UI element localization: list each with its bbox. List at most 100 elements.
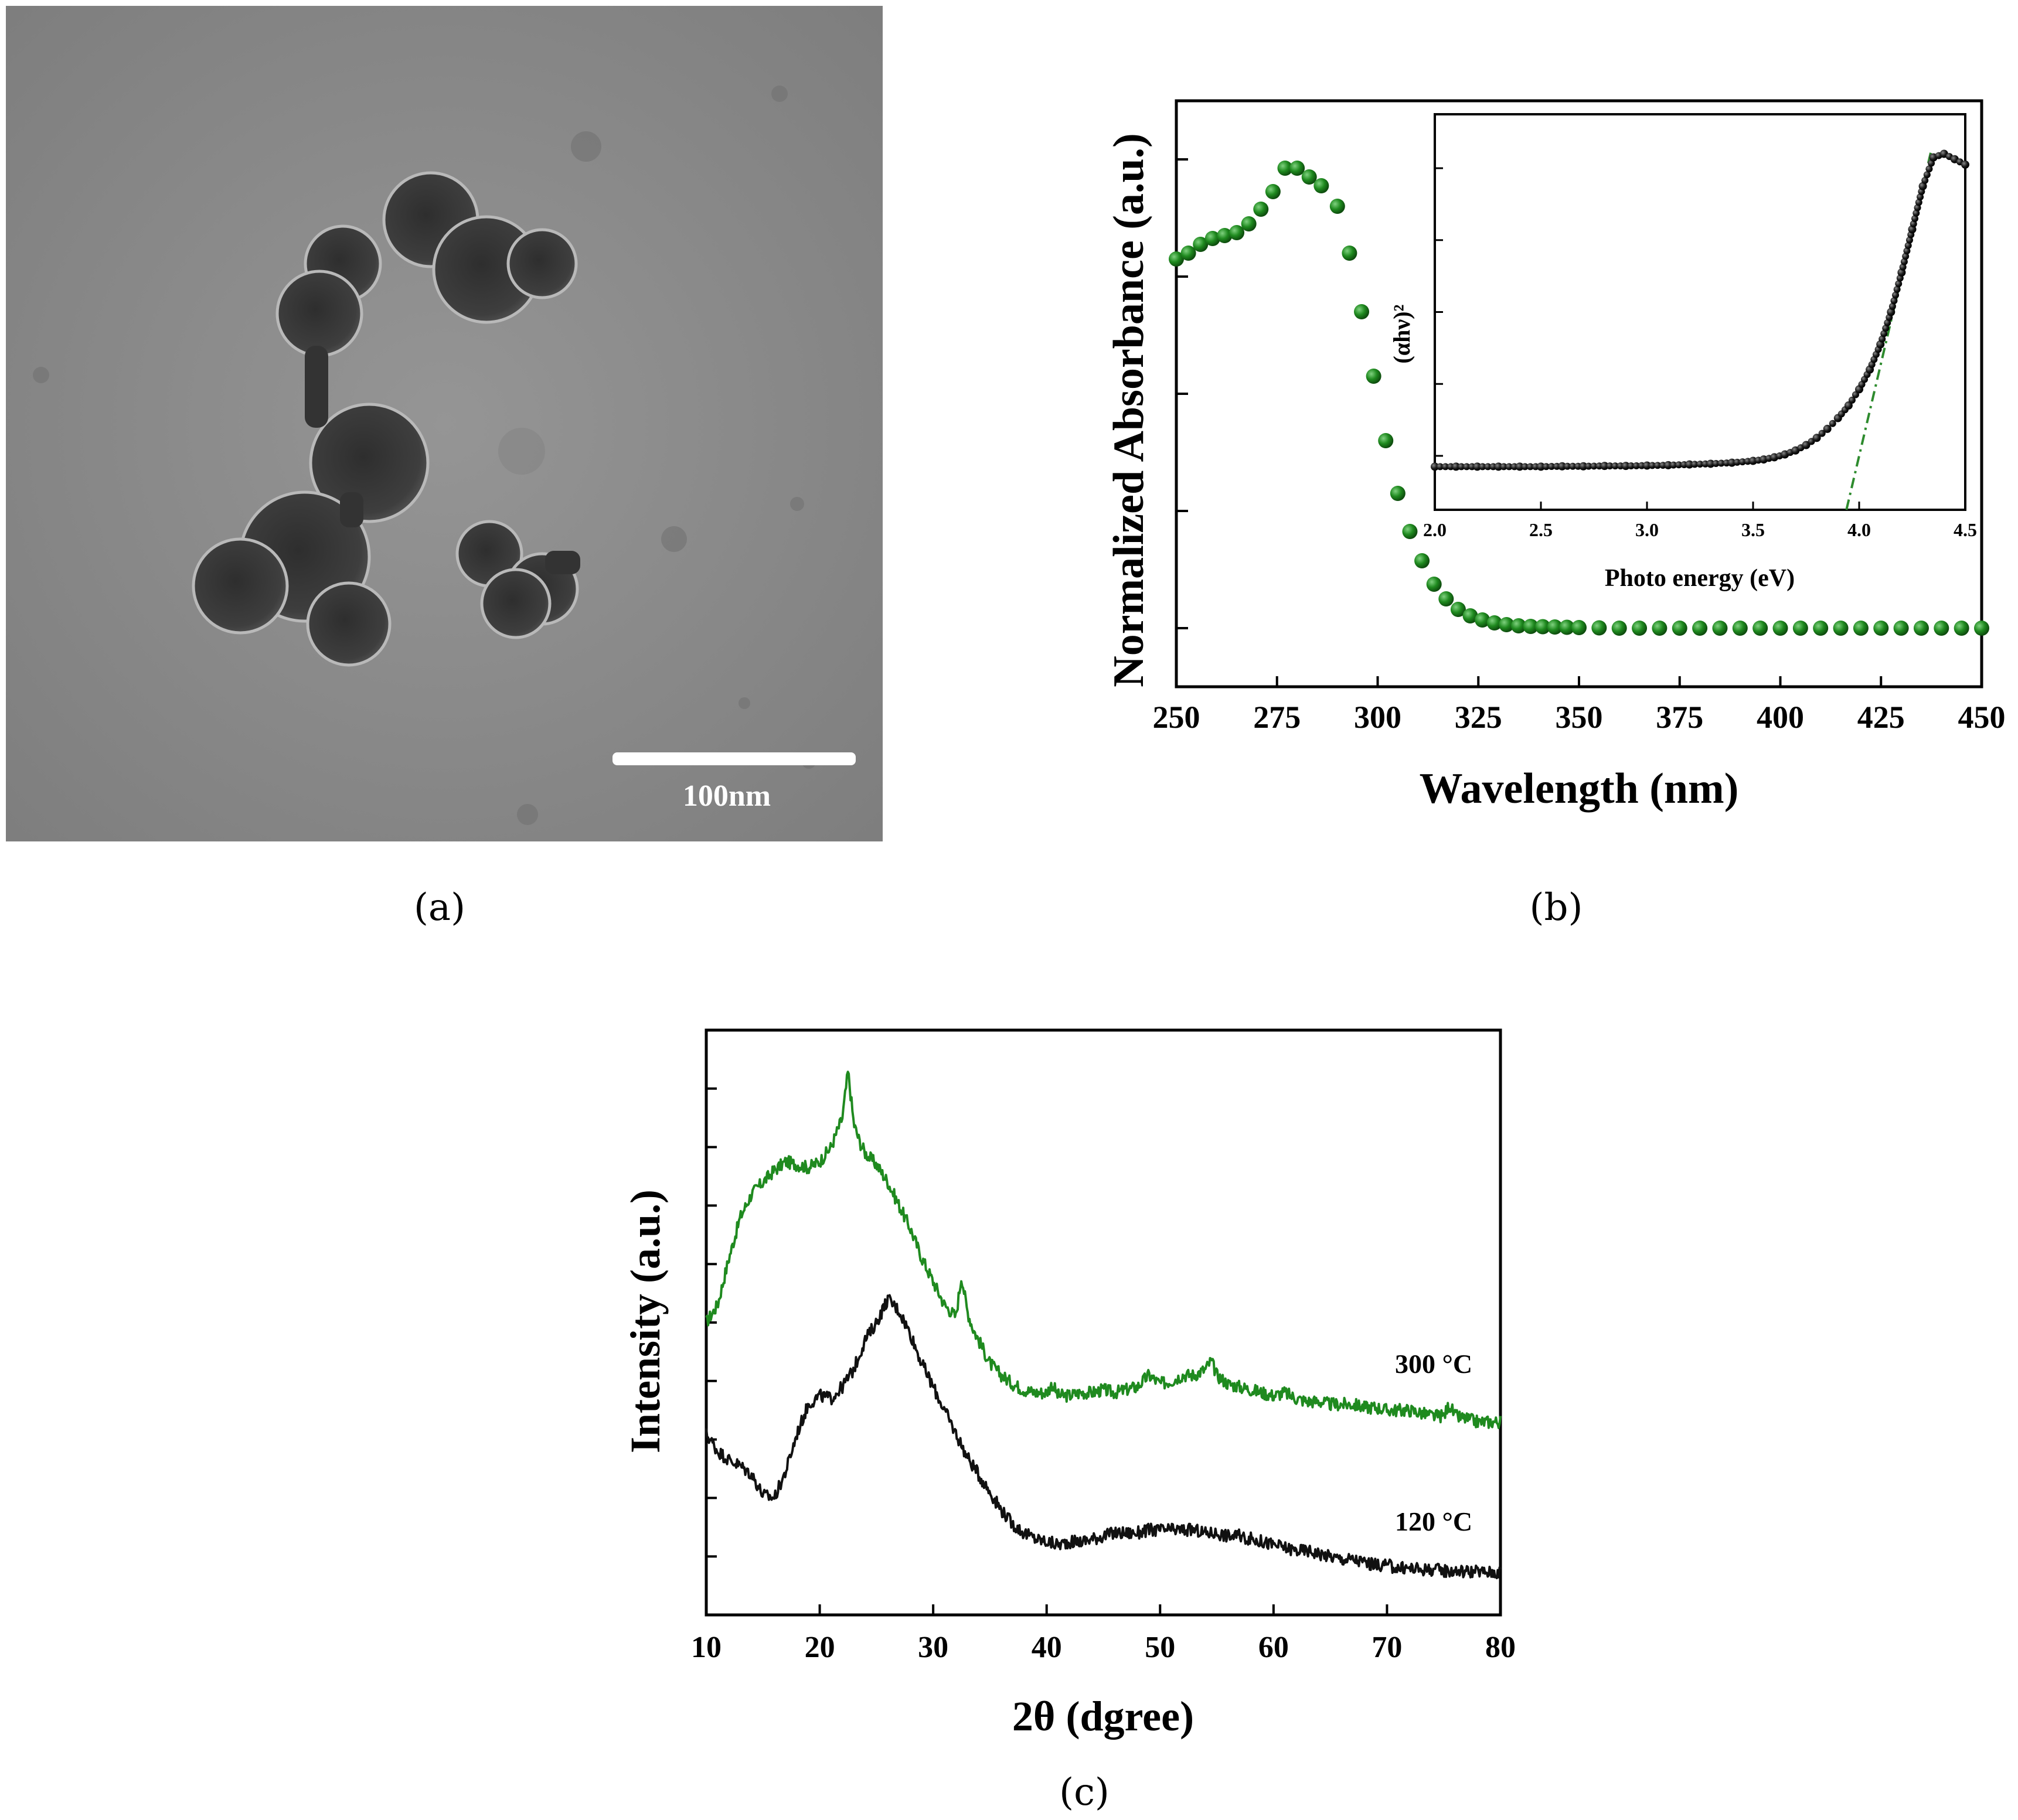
tauc-point xyxy=(1579,462,1588,471)
tem-image: 100nm xyxy=(6,6,883,841)
tauc-x-tick-label: 3.5 xyxy=(1741,519,1765,540)
tauc-point xyxy=(1632,462,1640,469)
tauc-point xyxy=(1848,396,1856,404)
absorbance-point xyxy=(1833,621,1849,636)
absorbance-point xyxy=(1277,161,1293,176)
tauc-point xyxy=(1537,462,1545,471)
tauc-point xyxy=(1585,462,1592,470)
tauc-point xyxy=(1437,463,1444,471)
absorbance-point xyxy=(1591,620,1607,636)
tauc-point xyxy=(1627,462,1635,469)
tauc-point xyxy=(1643,461,1651,470)
absorbance-point xyxy=(1510,618,1526,633)
absorbance-points xyxy=(1169,161,1989,636)
tauc-point xyxy=(1905,236,1913,244)
tauc-point xyxy=(1923,171,1931,179)
series-label-300c: 300 °C xyxy=(1395,1349,1472,1379)
absorbance-point xyxy=(1934,621,1949,636)
tauc-inset-frame xyxy=(1434,113,1966,511)
absorbance-point xyxy=(1329,199,1345,214)
tauc-point xyxy=(1733,458,1741,466)
tauc-point xyxy=(1670,461,1677,469)
absorbance-point xyxy=(1974,621,1989,636)
absorbance-point xyxy=(1241,216,1257,231)
tauc-point xyxy=(1706,459,1715,468)
tauc-point xyxy=(1675,461,1683,469)
tauc-point xyxy=(1452,462,1461,471)
tauc-point xyxy=(1717,459,1725,467)
tauc-point xyxy=(1802,441,1811,449)
tauc-points xyxy=(1431,149,1969,471)
absorbance-point xyxy=(1265,184,1281,199)
tauc-point xyxy=(1621,462,1630,471)
absorbance-point xyxy=(1253,202,1269,217)
tauc-x-axis-label: Photo energy (eV) xyxy=(1605,565,1795,592)
absorbance-point xyxy=(1813,621,1829,636)
absorbance-x-axis-label: Wavelength (nm) xyxy=(1420,765,1739,813)
absorbance-point xyxy=(1229,225,1245,240)
tauc-point xyxy=(1829,420,1836,427)
absorbance-x-tick-label: 350 xyxy=(1556,700,1603,735)
absorbance-point xyxy=(1390,486,1406,501)
tauc-point xyxy=(1880,330,1888,338)
absorbance-point xyxy=(1180,246,1196,261)
absorbance-point xyxy=(1873,621,1889,636)
xrd-x-tick-label: 10 xyxy=(691,1631,722,1664)
tauc-point xyxy=(1812,434,1821,442)
tauc-point xyxy=(1590,462,1598,470)
tauc-ticks: 2.0 2.5 3.0 3.5 4.0 4.5 xyxy=(1423,167,1977,540)
tauc-point xyxy=(1548,463,1556,471)
panel-label-b: (b) xyxy=(1530,886,1583,929)
tauc-point xyxy=(1564,462,1571,470)
absorbance-point xyxy=(1954,621,1969,636)
absorbance-point xyxy=(1204,231,1220,246)
absorbance-x-tick-label: 400 xyxy=(1757,700,1804,735)
tauc-point xyxy=(1925,165,1933,173)
absorbance-x-tick-label: 300 xyxy=(1354,700,1401,735)
tauc-point xyxy=(1431,462,1439,471)
absorbance-ticks: 250 275 300 325 350 375 400 425 450 xyxy=(1153,158,2006,735)
absorbance-point xyxy=(1853,621,1869,636)
tauc-point xyxy=(1899,263,1907,271)
absorbance-point xyxy=(1672,621,1687,636)
tauc-point xyxy=(1914,204,1921,212)
tauc-point xyxy=(1611,462,1619,470)
tauc-point xyxy=(1558,462,1567,471)
tem-background xyxy=(6,6,883,841)
xrd-chart: 10 20 30 40 50 60 70 80 300 °C 120 °C 2θ (dgree… xyxy=(622,1028,1516,1740)
xrd-x-tick-label: 40 xyxy=(1032,1631,1062,1664)
absorbance-point xyxy=(1611,621,1627,636)
tauc-point xyxy=(1543,463,1550,471)
tauc-point xyxy=(1884,319,1891,326)
tauc-point xyxy=(1844,401,1853,410)
tauc-point xyxy=(1685,460,1694,469)
tauc-point xyxy=(1738,458,1746,466)
scale-bar xyxy=(612,752,856,765)
xrd-lines xyxy=(705,1071,1502,1580)
absorbance-point xyxy=(1289,161,1305,176)
xrd-x-tick-label: 60 xyxy=(1258,1631,1289,1664)
tauc-point xyxy=(1521,463,1529,471)
tauc-y-axis-label: (αhν)² xyxy=(1389,304,1415,363)
absorbance-point xyxy=(1535,619,1551,635)
absorbance-x-tick-label: 275 xyxy=(1253,700,1301,735)
absorbance-point xyxy=(1632,621,1648,636)
absorbance-point xyxy=(1893,621,1909,636)
absorbance-x-tick-label: 375 xyxy=(1656,700,1703,735)
absorbance-x-tick-label: 325 xyxy=(1455,700,1502,735)
tauc-point xyxy=(1484,463,1492,471)
tauc-point xyxy=(1649,462,1656,469)
absorbance-point xyxy=(1414,553,1430,568)
absorbance-point xyxy=(1547,619,1563,635)
xrd-series-line xyxy=(705,1071,1502,1429)
xrd-series-line xyxy=(705,1294,1502,1580)
absorbance-point xyxy=(1169,251,1184,267)
tauc-point xyxy=(1505,463,1513,471)
tauc-point xyxy=(1463,463,1471,471)
xrd-plot-frame xyxy=(705,1028,1502,1617)
absorbance-point xyxy=(1193,237,1209,252)
tem-necks xyxy=(305,346,580,574)
panel-label-a: (a) xyxy=(414,886,465,929)
panel-label-c: (c) xyxy=(1059,1771,1110,1814)
